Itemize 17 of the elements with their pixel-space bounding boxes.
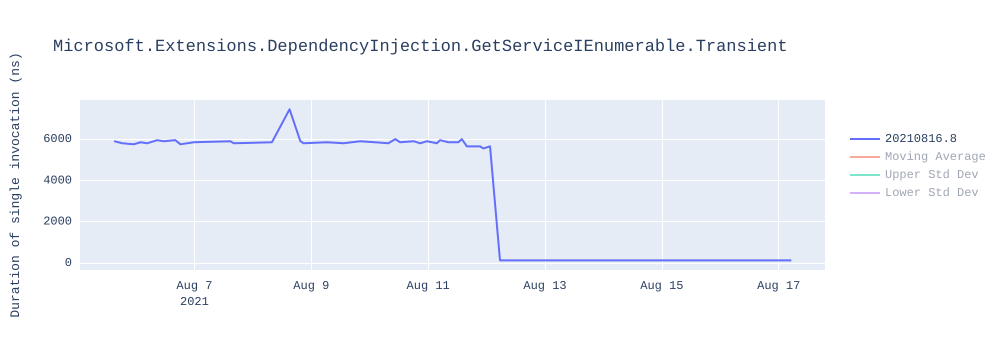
- y-tick-label: 6000: [43, 132, 72, 146]
- chart-title: Microsoft.Extensions.DependencyInjection.GetServiceIEnumerable.Transient: [53, 38, 788, 57]
- y-tick-label: 2000: [43, 214, 72, 229]
- x-tick-label: Aug 17: [757, 279, 800, 293]
- x-tick-label: Aug 13: [523, 279, 567, 293]
- x-tick-label: Aug 9: [293, 279, 330, 293]
- y-tick-label: 0: [64, 256, 72, 270]
- x-tick-label: Aug 7 2021: [176, 279, 212, 309]
- x-tick-label: Aug 15: [640, 279, 684, 293]
- legend-label: Lower Std Dev: [885, 186, 979, 200]
- x-tick-label: Aug 11: [406, 279, 450, 293]
- y-axis-title: Duration of single invocation (ns): [8, 52, 23, 318]
- y-tick-label: 4000: [43, 173, 72, 188]
- line-series: [113, 108, 792, 262]
- legend-label: Upper Std Dev: [885, 168, 979, 182]
- legend-label: Moving Average: [885, 150, 986, 164]
- legend-label: 20210816.8: [885, 132, 958, 146]
